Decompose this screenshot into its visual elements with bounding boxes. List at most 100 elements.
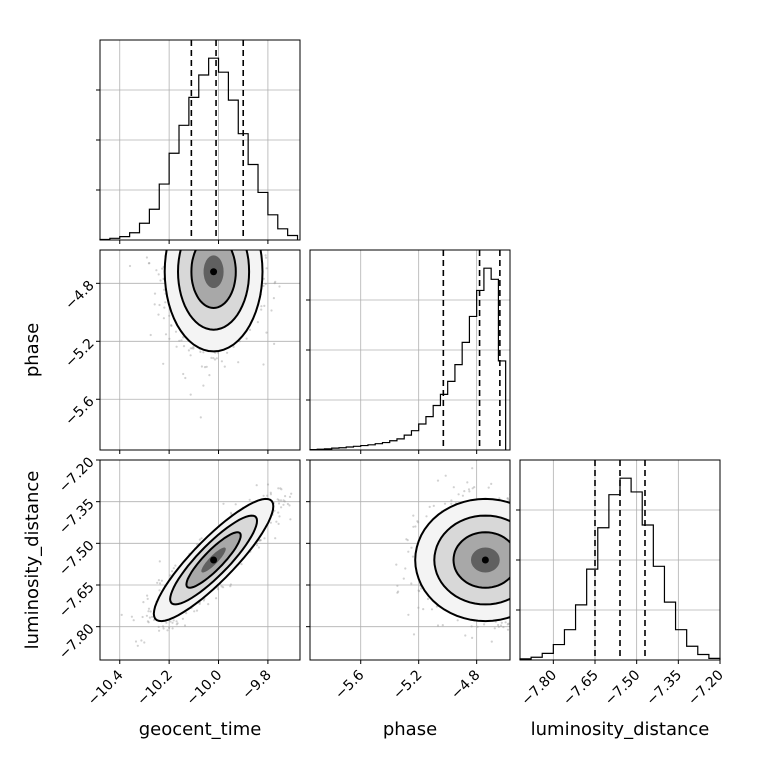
scatter-point <box>175 229 177 231</box>
scatter-point <box>210 245 212 247</box>
scatter-point <box>149 610 152 613</box>
scatter-point <box>521 564 523 566</box>
scatter-point <box>531 593 533 595</box>
scatter-point <box>256 321 259 324</box>
scatter-point <box>183 218 185 220</box>
scatter-point <box>172 619 175 622</box>
scatter-point <box>535 619 537 621</box>
scatter-point <box>141 615 144 619</box>
scatter-point <box>222 216 224 218</box>
scatter-point <box>514 563 516 565</box>
scatter-point <box>232 234 234 236</box>
scatter-point <box>188 244 190 246</box>
scatter-point <box>248 214 250 216</box>
scatter-point <box>175 345 178 348</box>
scatter-point <box>529 579 531 581</box>
scatter-point <box>515 565 517 567</box>
scatter-point <box>274 537 277 540</box>
scatter-point <box>175 623 178 626</box>
scatter-point <box>483 623 486 626</box>
scatter-point <box>514 552 516 554</box>
scatter-point <box>522 541 524 543</box>
scatter-panel-geocent-time-luminosity-distance <box>99 459 301 661</box>
scatter-point <box>493 627 496 630</box>
scatter-point <box>521 573 523 575</box>
scatter-point <box>232 165 234 167</box>
scatter-point <box>272 297 275 300</box>
scatter-point <box>192 244 194 246</box>
scatter-point <box>195 243 197 245</box>
scatter-point <box>539 565 541 567</box>
scatter-point <box>238 214 240 216</box>
scatter-point <box>230 236 232 238</box>
scatter-point <box>525 541 527 543</box>
scatter-point <box>510 528 512 530</box>
scatter-point <box>522 539 524 541</box>
scatter-point <box>548 588 550 590</box>
scatter-point <box>166 218 168 220</box>
scatter-point <box>163 306 166 309</box>
scatter-point <box>170 227 172 229</box>
contour-1 <box>433 514 510 606</box>
scatter-point <box>556 583 558 585</box>
scatter-point <box>212 244 214 246</box>
scatter-point <box>511 562 513 564</box>
scatter-point <box>441 624 444 627</box>
scatter-point <box>202 202 204 204</box>
scatter-point <box>196 242 198 244</box>
scatter-point <box>521 568 523 570</box>
scatter-point <box>511 537 513 539</box>
scatter-point <box>174 330 178 333</box>
scatter-point <box>185 240 187 242</box>
scatter-point <box>523 532 525 534</box>
scatter-point <box>416 520 419 523</box>
scatter-point <box>529 538 531 540</box>
scatter-point <box>213 235 215 237</box>
scatter-point <box>207 242 209 244</box>
scatter-point <box>153 292 157 295</box>
scatter-point <box>187 223 189 225</box>
scatter-point <box>621 584 623 586</box>
scatter-point <box>586 607 588 609</box>
scatter-point <box>521 555 523 557</box>
scatter-point <box>514 553 516 555</box>
scatter-point <box>411 555 415 558</box>
scatter-point <box>461 494 464 497</box>
scatter-point <box>541 520 543 522</box>
scatter-point <box>524 548 526 550</box>
scatter-point <box>514 511 516 513</box>
scatter-point <box>199 242 201 244</box>
scatter-point <box>550 575 552 577</box>
scatter-point <box>193 234 195 236</box>
scatter-point <box>187 241 189 243</box>
panel-frame <box>99 459 301 661</box>
scatter-point <box>191 236 193 238</box>
panel-content <box>310 460 623 660</box>
scatter-point <box>471 487 474 490</box>
scatter-point <box>544 568 546 570</box>
scatter-point <box>198 226 200 228</box>
scatter-point <box>265 256 268 259</box>
scatter-point <box>232 224 234 226</box>
scatter-point <box>517 552 519 554</box>
scatter-point <box>530 541 532 543</box>
scatter-point <box>238 224 240 226</box>
histogram-phase <box>309 267 507 451</box>
scatter-point <box>520 570 522 572</box>
scatter-point <box>513 581 515 583</box>
scatter-point <box>507 622 510 625</box>
scatter-point <box>175 201 177 203</box>
scatter-point <box>197 191 199 193</box>
scatter-point <box>146 597 149 601</box>
scatter-point <box>266 494 269 497</box>
scatter-point <box>518 571 520 573</box>
scatter-point <box>245 243 247 245</box>
scatter-point <box>526 571 528 573</box>
scatter-point <box>517 533 519 535</box>
scatter-point <box>210 222 212 224</box>
scatter-point <box>249 219 251 221</box>
scatter-point <box>171 627 174 630</box>
scatter-point <box>527 541 529 543</box>
scatter-point <box>203 241 205 243</box>
